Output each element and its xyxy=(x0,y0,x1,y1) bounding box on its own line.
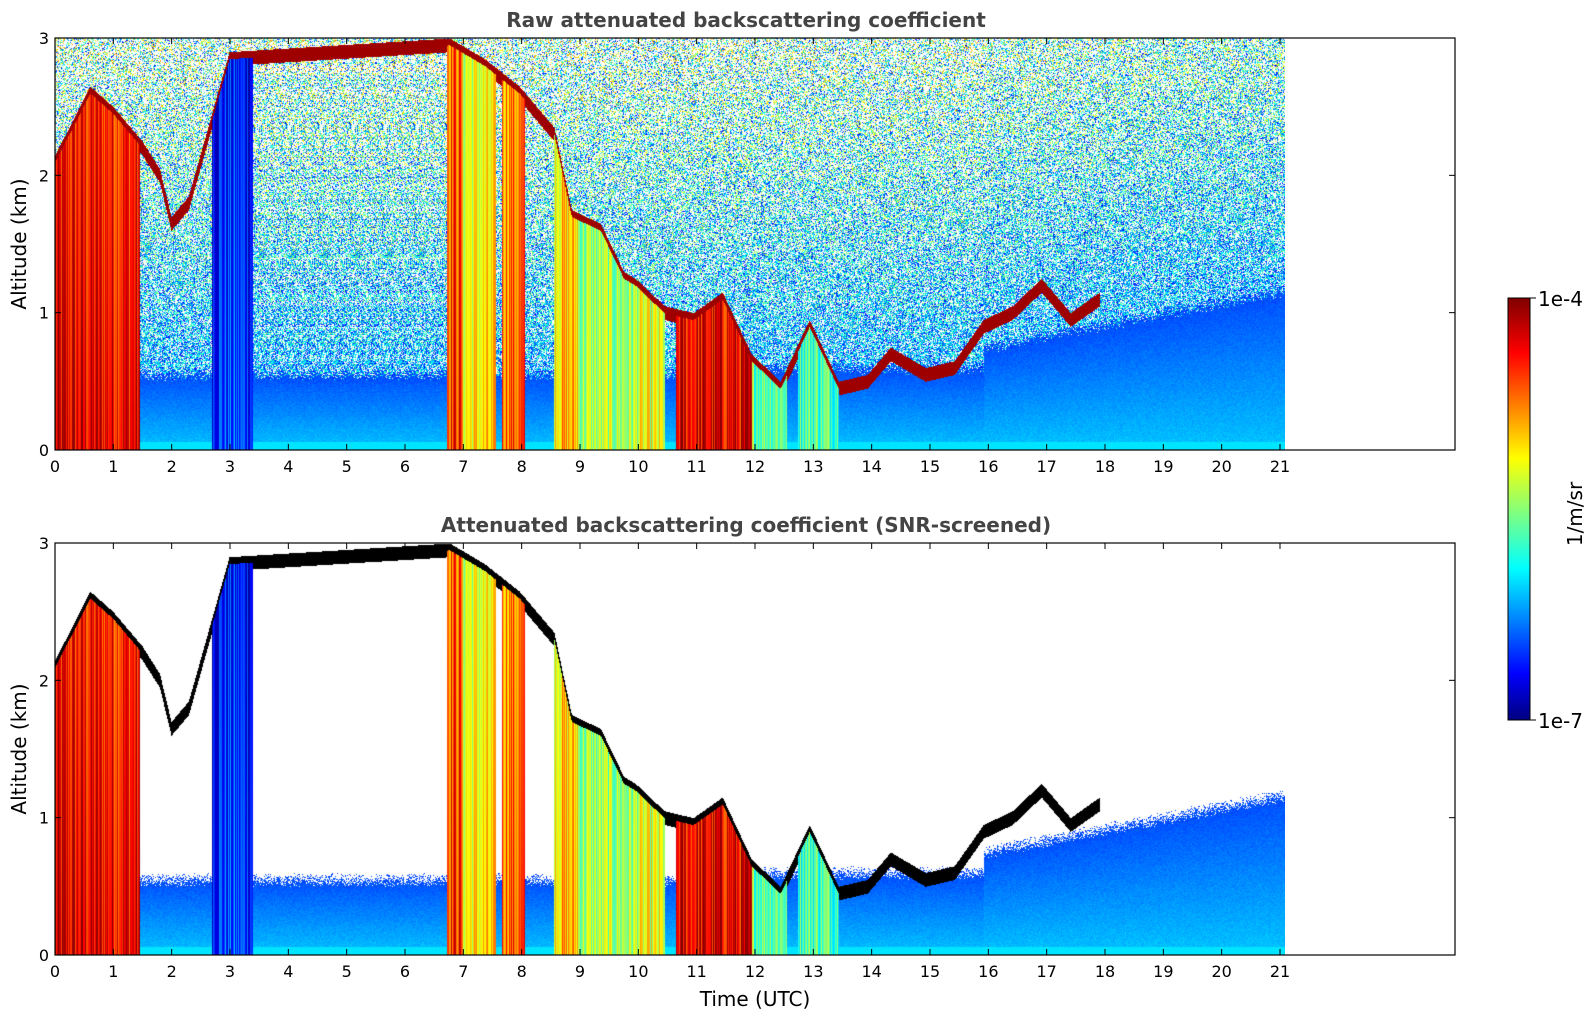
x-tick-label: 8 xyxy=(517,457,527,476)
y-axis: 0 1 2 3 xyxy=(39,29,1455,460)
x-tick-label: 13 xyxy=(803,962,823,981)
x-tick-label: 15 xyxy=(920,962,940,981)
colorbar-label: 1/m/sr xyxy=(1563,481,1587,546)
x-tick-label: 2 xyxy=(167,457,177,476)
x-tick-label: 11 xyxy=(686,457,706,476)
panel-snr-screened: Attenuated backscattering coefficient (S… xyxy=(7,513,1456,1011)
colorbar-gradient xyxy=(1507,297,1531,721)
y-axis: 0 1 2 3 xyxy=(39,534,1455,965)
x-tick-label: 10 xyxy=(628,457,648,476)
x-tick-label: 9 xyxy=(575,457,585,476)
y-tick-label: 3 xyxy=(39,29,49,48)
colorbar-max-label: 1e-4 xyxy=(1538,287,1583,311)
x-tick-label: 20 xyxy=(1211,962,1231,981)
chart-title: Raw attenuated backscattering coefficien… xyxy=(506,8,986,32)
y-tick-label: 1 xyxy=(39,304,49,323)
x-axis: 0 1 2 3 4 5 6 7 8 9 10 11 12 13 14 15 16 17 18 19 20 21 xyxy=(50,38,1290,476)
x-tick-label: 19 xyxy=(1153,962,1173,981)
x-tick-label: 21 xyxy=(1270,962,1290,981)
x-tick-label: 17 xyxy=(1036,962,1056,981)
y-axis-label: Altitude (km) xyxy=(7,683,31,814)
x-tick-label: 9 xyxy=(575,962,585,981)
x-tick-label: 3 xyxy=(225,962,235,981)
x-tick-label: 1 xyxy=(108,962,118,981)
y-tick-label: 2 xyxy=(39,166,49,185)
x-tick-label: 4 xyxy=(283,457,293,476)
x-axis-label: Time (UTC) xyxy=(699,987,811,1011)
x-tick-label: 0 xyxy=(50,962,60,981)
x-tick-label: 14 xyxy=(861,962,881,981)
x-axis: 0 1 2 3 4 5 6 7 8 9 10 11 12 13 14 15 16 17 18 19 20 21 xyxy=(50,543,1290,981)
x-tick-label: 20 xyxy=(1211,457,1231,476)
y-axis-label: Altitude (km) xyxy=(7,178,31,309)
colorbar-min-label: 1e-7 xyxy=(1538,709,1583,733)
panel-raw: Raw attenuated backscattering coefficien… xyxy=(7,8,1456,476)
x-tick-label: 12 xyxy=(745,457,765,476)
x-tick-label: 14 xyxy=(861,457,881,476)
y-tick-label: 0 xyxy=(39,441,49,460)
x-tick-label: 6 xyxy=(400,457,410,476)
x-tick-label: 18 xyxy=(1095,962,1115,981)
x-tick-label: 12 xyxy=(745,962,765,981)
y-tick-label: 1 xyxy=(39,809,49,828)
backscatter-heatmap-screened xyxy=(55,543,1285,955)
x-tick-label: 6 xyxy=(400,962,410,981)
colorbar: 1e-4 1e-7 1/m/sr xyxy=(1507,287,1587,733)
x-tick-label: 18 xyxy=(1095,457,1115,476)
chart-title: Attenuated backscattering coefficient (S… xyxy=(441,513,1051,537)
x-tick-label: 15 xyxy=(920,457,940,476)
backscatter-heatmap-raw xyxy=(55,38,1285,450)
x-tick-label: 17 xyxy=(1036,457,1056,476)
x-tick-label: 10 xyxy=(628,962,648,981)
x-tick-label: 11 xyxy=(686,962,706,981)
y-tick-label: 0 xyxy=(39,946,49,965)
x-tick-label: 7 xyxy=(458,457,468,476)
y-tick-label: 3 xyxy=(39,534,49,553)
x-tick-label: 5 xyxy=(342,457,352,476)
x-tick-label: 19 xyxy=(1153,457,1173,476)
x-tick-label: 13 xyxy=(803,457,823,476)
x-tick-label: 8 xyxy=(517,962,527,981)
x-tick-label: 5 xyxy=(342,962,352,981)
x-tick-label: 3 xyxy=(225,457,235,476)
x-tick-label: 4 xyxy=(283,962,293,981)
y-tick-label: 2 xyxy=(39,671,49,690)
x-tick-label: 7 xyxy=(458,962,468,981)
x-tick-label: 16 xyxy=(978,457,998,476)
x-tick-label: 0 xyxy=(50,457,60,476)
x-tick-label: 2 xyxy=(167,962,177,981)
x-tick-label: 21 xyxy=(1270,457,1290,476)
x-tick-label: 16 xyxy=(978,962,998,981)
x-tick-label: 1 xyxy=(108,457,118,476)
